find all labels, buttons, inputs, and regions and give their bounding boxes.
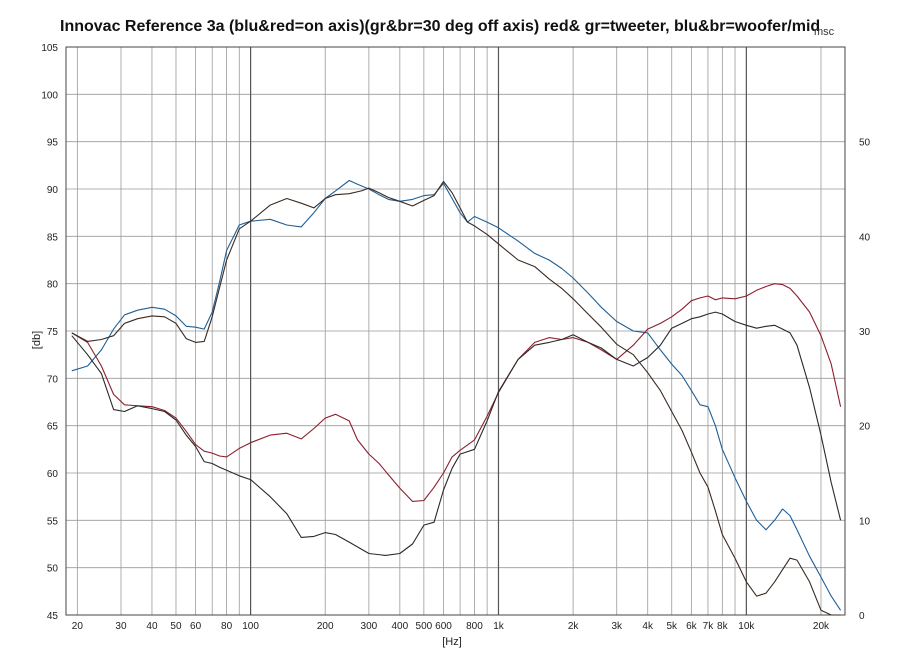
x-tick-label: 200 [317, 621, 334, 632]
grid-lines [65, 46, 846, 616]
y2-tick-label: 40 [859, 232, 871, 243]
x-tick-label: 6k [686, 621, 698, 632]
y-tick-label: 50 [47, 564, 59, 575]
y-tick-label: 80 [47, 280, 59, 291]
x-tick-label: 2k [568, 621, 580, 632]
x-tick-label: 7k [703, 621, 715, 632]
y-tick-label: 90 [47, 185, 59, 196]
y2-tick-label: 10 [859, 516, 871, 527]
x-tick-label: 300 [361, 621, 378, 632]
x-tick-label: 80 [221, 621, 233, 632]
y-tick-label: 75 [47, 327, 59, 338]
x-tick-label: 1k [493, 621, 505, 632]
x-tick-label: 100 [242, 621, 259, 632]
y2-tick-labels: 50 40 30 20 10 0 [859, 138, 871, 622]
y-tick-label: 45 [47, 611, 59, 622]
y-tick-label: 100 [41, 90, 58, 101]
series-line-blue [71, 179, 842, 611]
y-tick-label: 60 [47, 469, 59, 480]
x-tick-label: 20k [813, 621, 830, 632]
series-line-brown [71, 180, 841, 616]
chart-title-tail: msc [814, 26, 835, 38]
x-tick-label: 800 [466, 621, 483, 632]
x-tick-label: 30 [115, 621, 127, 632]
plot-frame [65, 46, 846, 616]
y2-tick-label: 20 [859, 422, 871, 433]
x-tick-label: 600 [435, 621, 452, 632]
x-axis-label: [Hz] [442, 636, 462, 648]
y-tick-labels: 105 100 95 90 85 80 75 70 65 60 55 50 45 [41, 43, 58, 622]
x-tick-label: 8k [717, 621, 729, 632]
series-line-red [71, 283, 842, 502]
x-tick-label: 400 [391, 621, 408, 632]
x-tick-label: 60 [190, 621, 202, 632]
y-tick-label: 95 [47, 138, 59, 149]
y-tick-label: 65 [47, 422, 59, 433]
series-line-green [71, 311, 842, 556]
x-tick-label: 5k [666, 621, 678, 632]
y-tick-label: 105 [41, 43, 58, 54]
y2-tick-label: 0 [859, 611, 865, 622]
y-tick-label: 55 [47, 516, 59, 527]
x-tick-label: 3k [611, 621, 623, 632]
x-tick-label: 500 [416, 621, 433, 632]
x-tick-label: 4k [642, 621, 654, 632]
series-lines [71, 179, 842, 616]
y-axis-label: [db] [31, 331, 43, 349]
y-tick-label: 85 [47, 232, 59, 243]
x-tick-labels: 20 30 40 50 60 80 100 200 300 400 500 600 800 1k 2k 3k 4… [72, 621, 830, 632]
x-tick-label: 20 [72, 621, 84, 632]
chart-title: Innovac Reference 3a (blu&red=on axis)(g… [60, 18, 821, 35]
y2-tick-label: 30 [859, 327, 871, 338]
y-tick-label: 70 [47, 374, 59, 385]
x-tick-label: 40 [146, 621, 158, 632]
y2-tick-label: 50 [859, 138, 871, 149]
x-tick-label: 10k [738, 621, 755, 632]
x-tick-label: 50 [170, 621, 182, 632]
